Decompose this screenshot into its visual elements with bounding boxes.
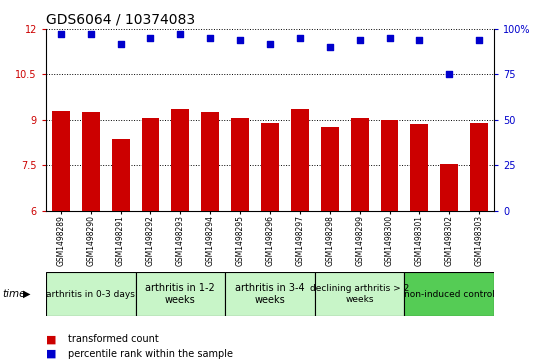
- Point: [295, 35, 304, 41]
- Bar: [321, 127, 339, 211]
- Bar: [136, 272, 225, 316]
- Bar: [231, 118, 249, 211]
- Point: [86, 32, 95, 37]
- Point: [415, 37, 424, 43]
- Bar: [404, 272, 494, 316]
- Bar: [440, 164, 458, 211]
- Bar: [410, 125, 428, 211]
- Point: [266, 41, 274, 46]
- Point: [116, 41, 125, 46]
- Bar: [171, 109, 190, 211]
- Point: [355, 37, 364, 43]
- Text: non-induced control: non-induced control: [404, 290, 495, 298]
- Point: [57, 32, 65, 37]
- Point: [385, 35, 394, 41]
- Text: ■: ■: [46, 349, 56, 359]
- Bar: [201, 112, 219, 211]
- Bar: [261, 123, 279, 211]
- Text: GDS6064 / 10374083: GDS6064 / 10374083: [46, 13, 195, 27]
- Bar: [315, 272, 404, 316]
- Text: arthritis in 1-2
weeks: arthritis in 1-2 weeks: [145, 283, 215, 305]
- Bar: [291, 109, 309, 211]
- Bar: [470, 123, 488, 211]
- Bar: [381, 120, 399, 211]
- Point: [326, 44, 334, 50]
- Text: ■: ■: [46, 334, 56, 344]
- Point: [176, 32, 185, 37]
- Point: [146, 35, 155, 41]
- Text: percentile rank within the sample: percentile rank within the sample: [68, 349, 233, 359]
- Text: transformed count: transformed count: [68, 334, 158, 344]
- Bar: [82, 112, 100, 211]
- Bar: [52, 111, 70, 211]
- Bar: [350, 118, 369, 211]
- Point: [475, 37, 483, 43]
- Text: arthritis in 3-4
weeks: arthritis in 3-4 weeks: [235, 283, 305, 305]
- Text: arthritis in 0-3 days: arthritis in 0-3 days: [46, 290, 135, 298]
- Text: ▶: ▶: [23, 289, 30, 299]
- Bar: [225, 272, 315, 316]
- Text: time: time: [3, 289, 26, 299]
- Bar: [112, 139, 130, 211]
- Point: [445, 72, 454, 77]
- Bar: [46, 272, 136, 316]
- Point: [236, 37, 245, 43]
- Point: [206, 35, 214, 41]
- Bar: [141, 118, 159, 211]
- Text: declining arthritis > 2
weeks: declining arthritis > 2 weeks: [310, 284, 409, 304]
